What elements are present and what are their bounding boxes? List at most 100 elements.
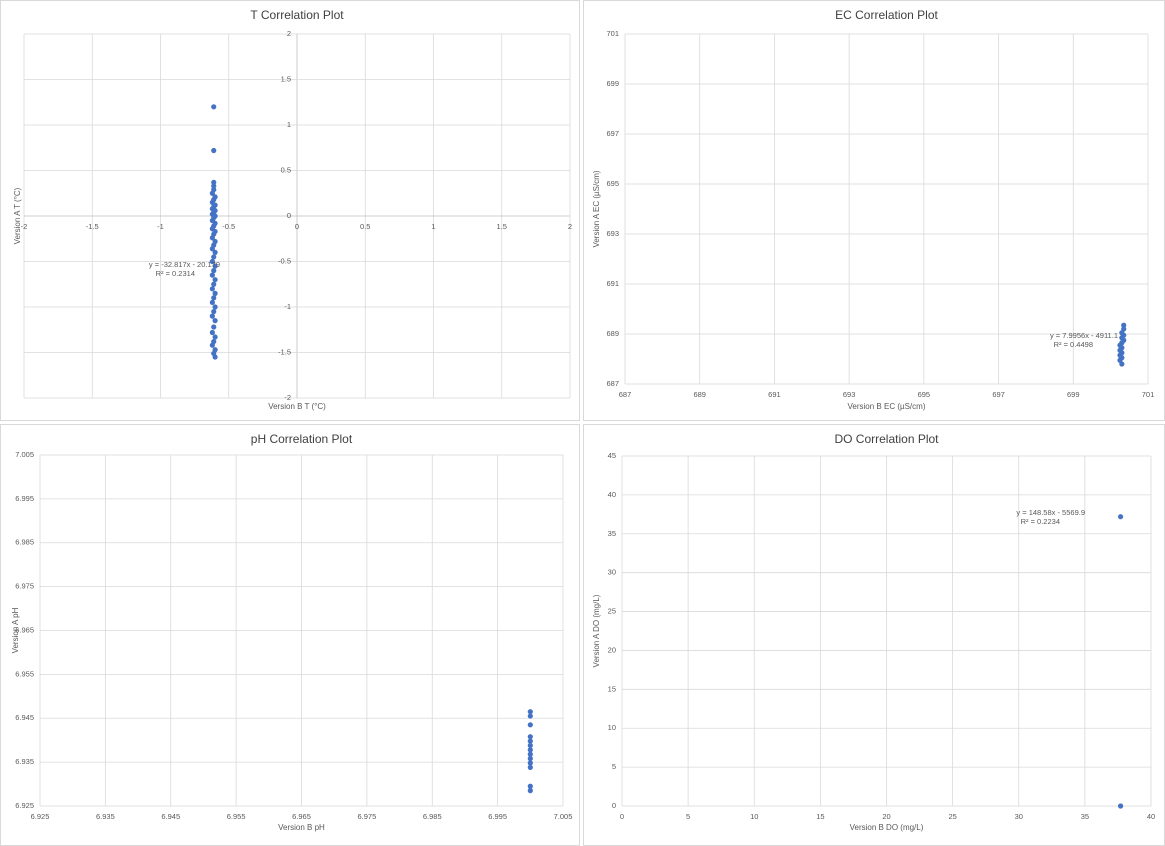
y-tick-label: 2 (287, 29, 291, 38)
x-tick-label: 7.005 (554, 812, 573, 821)
data-point (211, 104, 217, 110)
y-tick-label: -2 (284, 393, 291, 402)
data-point (209, 313, 215, 319)
data-point (527, 756, 533, 762)
x-tick-label: 689 (693, 390, 706, 399)
x-tick-label: 0.5 (360, 222, 370, 231)
trendline-label: R² = 0.2314 (156, 269, 195, 278)
y-tick-label: -1 (284, 302, 291, 311)
trendline-label: y = -32.817x - 20.179 (149, 260, 220, 269)
trendline-label: R² = 0.4498 (1054, 340, 1093, 349)
x-tick-label: -0.5 (222, 222, 235, 231)
x-tick-label: 1.5 (497, 222, 507, 231)
y-tick-label: 693 (606, 229, 619, 238)
x-tick-label: 10 (750, 812, 758, 821)
x-tick-label: 697 (992, 390, 1005, 399)
y-tick-label: 689 (606, 329, 619, 338)
x-tick-label: 6.955 (227, 812, 246, 821)
y-tick-label: -1.5 (278, 347, 291, 356)
data-point (527, 709, 533, 715)
data-point (211, 147, 217, 154)
x-tick-label: 2 (568, 222, 572, 231)
data-point (211, 268, 217, 274)
chart-title: T Correlation Plot (250, 8, 344, 22)
y-axis-title: Version A DO (mg/L) (592, 594, 601, 667)
data-point (209, 286, 215, 292)
x-tick-label: 687 (619, 390, 632, 399)
y-axis-title: Version A EC (µS/cm) (592, 170, 601, 247)
data-point (212, 354, 218, 360)
data-point (527, 742, 533, 749)
trendline-label: R² = 0.2234 (1021, 517, 1060, 526)
data-point (212, 249, 218, 255)
x-tick-label: 693 (843, 390, 856, 399)
y-tick-label: 699 (606, 79, 619, 88)
y-tick-label: 30 (608, 568, 616, 577)
y-tick-label: 5 (612, 762, 616, 771)
y-tick-label: 0.5 (281, 165, 291, 174)
data-point (212, 290, 218, 296)
data-point (211, 308, 217, 315)
y-tick-label: 25 (608, 607, 616, 616)
chart-panel: T Correlation Plot -2 -1.5 -1 -0.5 0 0.5 1 1.5 2 -… (0, 0, 580, 421)
x-tick-label: 6.995 (488, 812, 507, 821)
y-tick-label: 20 (608, 645, 616, 654)
y-tick-label: 6.985 (15, 538, 34, 547)
x-tick-label: 0 (295, 222, 299, 231)
chart-panel: pH Correlation Plot 6.925 6.935 6.945 6.955 6… (0, 424, 580, 846)
y-tick-label: 6.935 (15, 757, 34, 766)
x-tick-label: 0 (620, 812, 624, 821)
y-axis-title: Version A pH (11, 607, 20, 653)
data-point (527, 751, 533, 757)
x-axis-title: Version B DO (mg/L) (850, 823, 924, 832)
y-tick-label: 6.955 (15, 669, 34, 678)
y-tick-label: 695 (606, 179, 619, 188)
x-axis-title: Version B T (°C) (268, 402, 326, 411)
x-tick-label: 6.985 (423, 812, 442, 821)
x-tick-label: 6.965 (292, 812, 311, 821)
x-tick-label: 5 (686, 812, 690, 821)
data-point (209, 272, 215, 278)
panel-border (583, 424, 1165, 846)
data-point (1121, 322, 1127, 328)
data-point (209, 258, 215, 265)
chart-title: DO Correlation Plot (834, 432, 939, 446)
data-point (211, 281, 217, 287)
y-tick-label: 1.5 (281, 74, 291, 83)
chart-panel: EC Correlation Plot 687 689 691 693 695 697 699… (583, 0, 1165, 421)
y-tick-label: 15 (608, 684, 616, 693)
y-tick-label: 6.965 (15, 625, 34, 634)
y-tick-label: 701 (606, 29, 619, 38)
y-tick-label: 6.995 (15, 494, 34, 503)
y-tick-label: 697 (606, 129, 619, 138)
y-tick-label: 45 (608, 451, 616, 460)
y-tick-label: 0 (287, 211, 291, 220)
data-point (527, 713, 533, 719)
trendline-label: y = 148.58x - 5569.9 (1016, 508, 1085, 517)
y-tick-label: 1 (287, 120, 291, 129)
y-axis-title: Version A T (°C) (13, 187, 22, 244)
data-point (1117, 514, 1124, 520)
data-point (527, 734, 533, 740)
data-point (209, 190, 215, 196)
data-point (209, 246, 215, 252)
data-point (212, 277, 218, 283)
chart-title: pH Correlation Plot (251, 432, 353, 446)
x-axis-title: Version B pH (278, 823, 325, 832)
x-tick-label: -2 (21, 222, 28, 231)
x-tick-label: 691 (768, 390, 781, 399)
data-point (212, 318, 218, 324)
panel-border (0, 424, 580, 846)
x-tick-label: 25 (948, 812, 956, 821)
x-tick-label: 35 (1081, 812, 1089, 821)
data-point (211, 183, 217, 189)
y-tick-label: 6.925 (15, 801, 34, 810)
data-point (527, 764, 533, 770)
data-point (527, 783, 533, 789)
y-tick-label: 6.975 (15, 582, 34, 591)
y-tick-label: 0 (612, 801, 616, 810)
x-tick-label: 6.935 (96, 812, 115, 821)
data-point (211, 179, 217, 185)
x-tick-label: 1 (431, 222, 435, 231)
